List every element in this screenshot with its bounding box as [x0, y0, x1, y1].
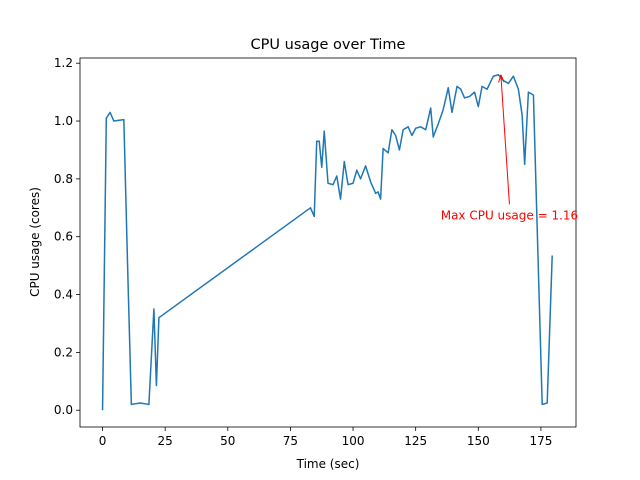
- annotation-text: Max CPU usage = 1.16: [441, 208, 578, 222]
- x-tick-label: 150: [467, 434, 490, 448]
- y-tick-label: 0.2: [54, 345, 73, 359]
- x-axis-label: Time (sec): [296, 457, 360, 471]
- y-tick-label: 0.6: [54, 230, 73, 244]
- y-tick-label: 1.2: [54, 56, 73, 70]
- chart-title: CPU usage over Time: [251, 37, 406, 53]
- data-line: [101, 74, 553, 411]
- x-tick-label: 125: [404, 434, 427, 448]
- plot-frame: [79, 57, 577, 428]
- y-tick-label: 0.0: [54, 403, 73, 417]
- x-tick-label: 25: [158, 434, 173, 448]
- y-tick-label: 0.4: [54, 288, 73, 302]
- y-axis-label: CPU usage (cores): [28, 187, 42, 297]
- x-tick-label: 75: [283, 434, 298, 448]
- x-tick-label: 50: [220, 434, 235, 448]
- x-tick-label: 175: [529, 434, 552, 448]
- annotation-arrowhead: [498, 74, 505, 83]
- y-tick-label: 0.8: [54, 172, 73, 186]
- y-tick-label: 1.0: [54, 114, 73, 128]
- x-tick-label: 0: [99, 434, 107, 448]
- annotation-arrow: [500, 74, 510, 205]
- x-tick-label: 100: [342, 434, 365, 448]
